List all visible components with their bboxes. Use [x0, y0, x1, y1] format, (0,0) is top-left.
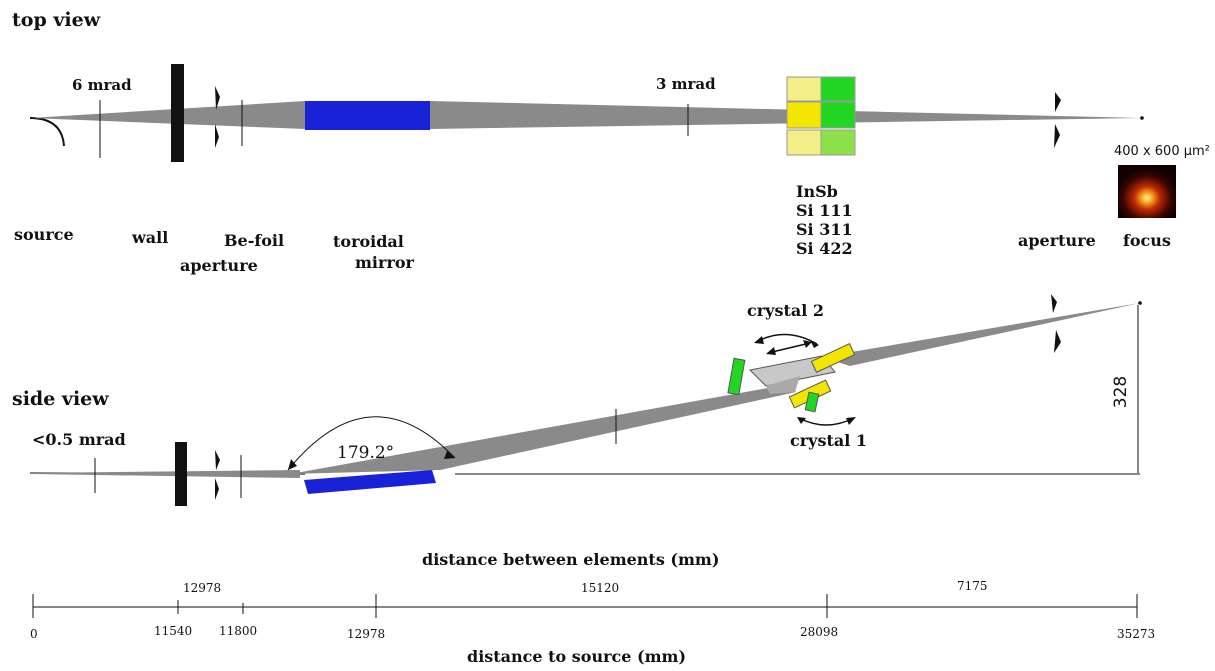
to-source-title: distance to source (mm): [467, 647, 686, 666]
label-si422: Si 422: [796, 239, 853, 258]
source-value-35273: 35273: [1117, 627, 1155, 641]
label-aperture1: aperture: [180, 256, 258, 275]
top-view-title: top view: [12, 9, 101, 31]
side-wall: [175, 442, 187, 506]
side-crystal2-green: [727, 357, 746, 396]
between-value-3: 7175: [957, 579, 988, 593]
side-beam-in: [30, 470, 300, 478]
between-value-2: 15120: [581, 581, 619, 595]
crystal-insb-light: [786, 76, 822, 102]
source-value-11540: 11540: [154, 624, 192, 638]
side-view-title: side view: [12, 388, 109, 410]
top-aperture2-upper: [1055, 92, 1061, 112]
top-view: top view: [12, 9, 1210, 275]
top-toroidal-mirror: [305, 101, 430, 130]
source-value-12978: 12978: [347, 627, 385, 641]
side-toroidal-mirror: [304, 470, 436, 494]
side-mirror-angle: 179.2°: [337, 443, 394, 463]
side-angle-arrow-left: [288, 459, 297, 470]
label-be-foil: Be-foil: [224, 231, 284, 250]
label-si111: Si 111: [796, 201, 853, 220]
side-beam-crystal-link: [766, 376, 800, 394]
top-angle-6mrad: 6 mrad: [72, 76, 132, 94]
top-beam: [30, 101, 1142, 129]
label-source: source: [14, 225, 74, 244]
side-aperture2-upper: [1051, 294, 1057, 313]
label-focus: focus: [1123, 231, 1171, 250]
crystal1-arrowhead-left: [797, 417, 806, 424]
label-si311: Si 311: [796, 220, 853, 239]
crystal-green-3: [820, 129, 856, 156]
source-value-11800: 11800: [219, 624, 257, 638]
label-mirror: mirror: [355, 253, 415, 272]
label-crystal1: crystal 1: [790, 431, 867, 450]
side-angle-arc: [287, 416, 456, 471]
crystal-green-1: [820, 76, 856, 102]
side-aperture1-lower: [215, 478, 219, 500]
source-arc: [29, 117, 65, 147]
top-focus-point: [1140, 116, 1144, 120]
side-aperture2-lower: [1054, 330, 1061, 353]
crystal2-translate-right: [803, 340, 812, 348]
crystal1-arrowhead-right: [846, 417, 856, 425]
side-beam-reflected: [290, 384, 796, 474]
top-aperture1-upper: [215, 86, 220, 110]
distance-scale: distance between elements (mm) 12978 151…: [30, 550, 1155, 666]
side-view: side view <0.5 mrad 179.2°: [12, 294, 1142, 506]
side-angle-arrow-right: [444, 451, 455, 459]
side-crystal2-yellow: [810, 343, 856, 373]
crystal2-arrowhead-right: [810, 340, 819, 348]
crystal-si-light: [786, 129, 822, 156]
label-insb: InSb: [796, 182, 838, 201]
focus-spot-image: [1118, 165, 1176, 218]
crystal2-arrowhead-left: [754, 336, 764, 344]
label-aperture2: aperture: [1018, 231, 1096, 250]
side-height-label: 328: [1111, 376, 1131, 408]
side-crystal1-green: [804, 391, 820, 413]
source-value-0: 0: [30, 627, 38, 641]
top-aperture2-lower: [1054, 124, 1060, 148]
side-angle-label: <0.5 mrad: [32, 430, 126, 449]
side-beam-out: [822, 303, 1140, 366]
side-aperture1-upper: [215, 450, 220, 470]
between-value-1: 12978: [183, 581, 221, 595]
focus-size-label: 400 x 600 µm²: [1114, 144, 1210, 159]
crystal2-translate-left: [766, 347, 776, 355]
crystal-green-2: [820, 101, 856, 129]
top-aperture1-lower: [215, 124, 219, 148]
crystal1-rotate-arrow: [798, 417, 855, 426]
source-value-28098: 28098: [800, 625, 838, 639]
label-toroidal: toroidal: [333, 232, 404, 251]
between-title: distance between elements (mm): [422, 550, 719, 569]
crystal-si111-yellow: [786, 101, 822, 129]
label-wall: wall: [131, 228, 168, 247]
top-wall: [171, 64, 184, 162]
label-crystal2: crystal 2: [747, 301, 824, 320]
top-angle-3mrad: 3 mrad: [656, 75, 716, 93]
side-focus-point: [1138, 301, 1142, 305]
